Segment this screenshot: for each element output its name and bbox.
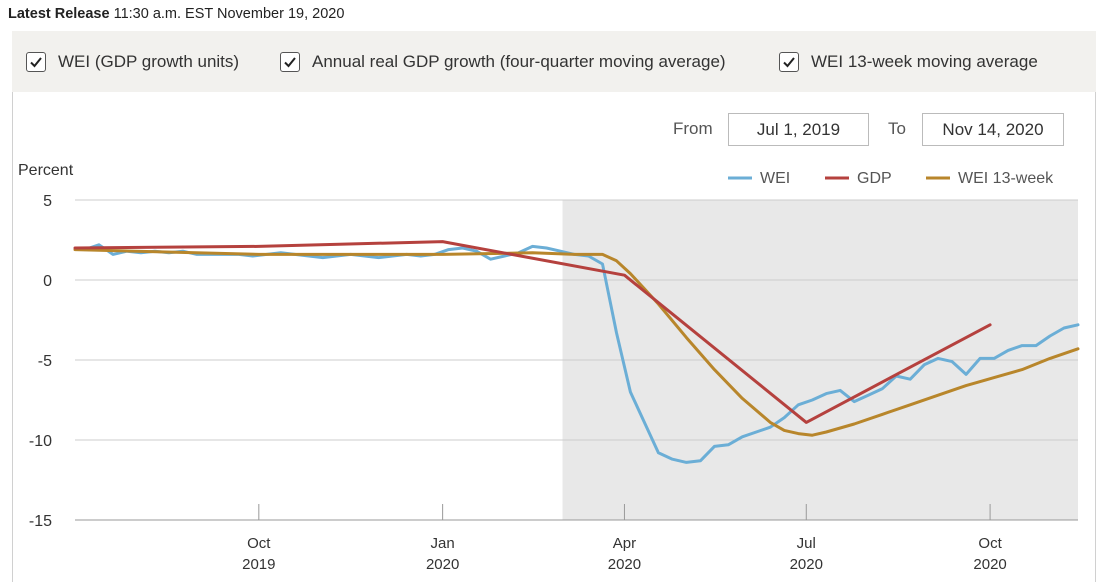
from-date-input[interactable] (728, 113, 869, 146)
to-label: To (888, 119, 906, 138)
series-line-wei13 (73, 248, 1080, 437)
y-axis-title: Percent (18, 162, 74, 179)
toggle-wei13[interactable]: WEI 13-week moving average (779, 51, 1038, 73)
from-label: From (673, 119, 713, 138)
check-icon (783, 57, 795, 68)
x-tick-month: Apr (613, 535, 636, 552)
toggle-wei13-label: WEI 13-week moving average (811, 52, 1038, 71)
x-tick-month: Jul (797, 535, 816, 552)
x-tick-month: Oct (247, 535, 271, 552)
y-tick-label: 0 (43, 273, 52, 290)
toggle-wei[interactable]: WEI (GDP growth units) (26, 51, 239, 73)
x-tick-year: 2020 (426, 556, 459, 573)
checkbox-wei[interactable] (26, 52, 46, 72)
x-tick-year: 2020 (608, 556, 641, 573)
x-tick-month: Oct (978, 535, 1002, 552)
x-tick-year: 2020 (973, 556, 1006, 573)
latest-release: Latest Release 11:30 a.m. EST November 1… (8, 6, 344, 22)
toggle-gdp-label: Annual real GDP growth (four-quarter mov… (312, 52, 726, 71)
toggle-wei-label: WEI (GDP growth units) (58, 52, 240, 71)
series-toggle-bar: WEI (GDP growth units) Annual real GDP g… (12, 31, 1096, 92)
checkbox-wei13[interactable] (779, 52, 799, 72)
legend-label-wei13: WEI 13-week (958, 170, 1054, 187)
x-tick-year: 2020 (790, 556, 823, 573)
chart-panel-frame (12, 31, 1096, 582)
x-tick-year: 2019 (242, 556, 275, 573)
y-tick-label: -15 (29, 513, 52, 530)
series-line-gdp (73, 240, 992, 424)
toggle-gdp[interactable]: Annual real GDP growth (four-quarter mov… (280, 51, 726, 73)
legend-label-wei: WEI (760, 170, 790, 187)
latest-release-label: Latest Release (8, 6, 110, 22)
y-tick-label: -10 (29, 433, 52, 450)
y-tick-label: -5 (38, 353, 52, 370)
y-tick-label: 5 (43, 193, 52, 210)
x-tick-month: Jan (431, 535, 455, 552)
legend-label-gdp: GDP (857, 170, 892, 187)
check-icon (284, 57, 296, 68)
checkbox-gdp[interactable] (280, 52, 300, 72)
latest-release-value: 11:30 a.m. EST November 19, 2020 (113, 6, 345, 22)
to-date-input[interactable] (922, 113, 1064, 146)
check-icon (30, 57, 42, 68)
